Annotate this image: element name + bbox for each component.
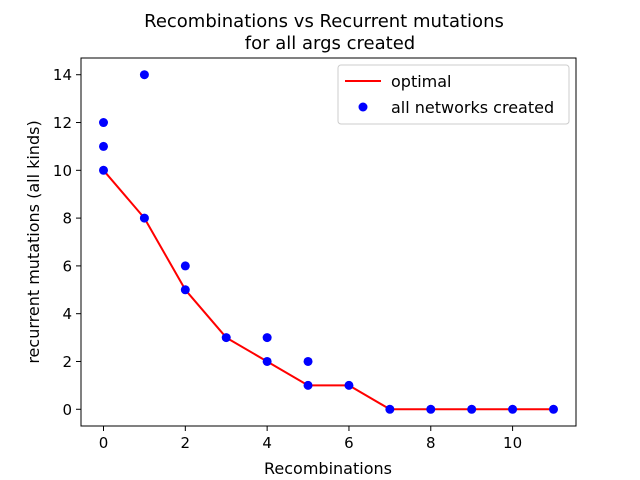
scatter-point-2 (99, 118, 108, 128)
y-tick-label-2: 2 (62, 353, 72, 371)
y-tick-label-12: 12 (53, 114, 72, 132)
x-tick-label-4: 4 (262, 434, 272, 452)
y-tick-label-8: 8 (62, 210, 72, 228)
scatter-point-11 (303, 356, 313, 366)
legend-entry-optimal: optimal (391, 72, 452, 91)
y-axis-ticks: 0 2 4 6 8 10 12 14 (53, 66, 81, 419)
x-tick-label-8: 8 (426, 434, 436, 452)
chart-title-line-1: Recombinations vs Recurrent mutations (144, 11, 504, 32)
scatter-point-1 (99, 141, 108, 151)
scatter-point-7 (221, 333, 231, 343)
y-tick-label-0: 0 (62, 401, 72, 419)
scatter-point-4 (139, 70, 149, 80)
x-tick-label-0: 0 (99, 434, 109, 452)
scatter-point-10 (303, 380, 313, 390)
scatter-point-14 (426, 404, 436, 414)
scatter-point-8 (262, 356, 272, 366)
chart-title-line-2: for all args created (245, 33, 415, 54)
x-tick-label-10: 10 (503, 434, 522, 452)
y-tick-label-4: 4 (62, 305, 72, 323)
x-axis-label: Recombinations (264, 459, 392, 478)
y-tick-label-6: 6 (62, 257, 72, 275)
scatter-point-6 (180, 261, 190, 271)
series-line-optimal (102, 169, 554, 411)
y-tick-label-10: 10 (53, 162, 72, 180)
scatter-point-15 (467, 404, 477, 414)
scatter-point-12 (344, 380, 354, 390)
scatter-point-13 (385, 404, 395, 414)
plot-frame (80, 57, 577, 427)
series-layer (99, 70, 558, 414)
legend-entry-all-networks: all networks created (391, 98, 554, 117)
scatter-point-5 (180, 285, 190, 295)
x-tick-label-2: 2 (181, 434, 191, 452)
legend-box (337, 64, 570, 125)
x-axis-ticks: 0 2 4 6 8 10 (99, 426, 522, 452)
scatter-point-3 (139, 213, 149, 223)
scatter-point-9 (262, 333, 272, 343)
scatter-point-16 (508, 404, 518, 414)
scatter-point-17 (549, 404, 558, 414)
legend: optimal all networks created (337, 64, 570, 125)
y-tick-label-14: 14 (53, 66, 72, 84)
x-tick-label-6: 6 (344, 434, 354, 452)
legend-dot-swatch (358, 102, 368, 112)
scatter-point-0 (99, 165, 108, 175)
y-axis-label: recurrent mutations (all kinds) (24, 120, 43, 363)
